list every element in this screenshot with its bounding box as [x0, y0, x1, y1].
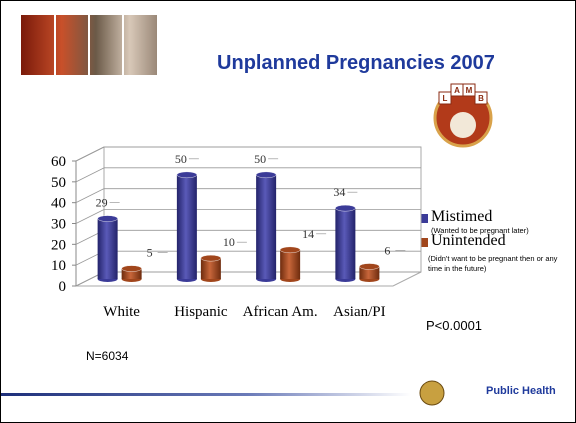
bar-cap [121, 265, 142, 272]
bar-cap [359, 263, 380, 270]
grid-line [75, 188, 105, 204]
bar-cap [335, 204, 356, 212]
data-label: 10 [223, 235, 235, 249]
bar-cap [176, 171, 198, 179]
y-tick-label: 0 [59, 279, 67, 295]
legend-entry: Unintended [431, 232, 506, 249]
grid-line [75, 209, 105, 224]
x-tick-label: Hispanic [174, 304, 228, 320]
x-tick-label: White [103, 304, 140, 320]
bar [256, 174, 277, 279]
y-tick-label: 60 [51, 154, 66, 170]
logo-letter: A [454, 86, 460, 95]
logo-block [474, 91, 488, 105]
y-tick-label: 30 [51, 217, 66, 233]
data-label: 34 [333, 185, 345, 199]
bar-group [359, 263, 380, 282]
x-tick-label: Asian/PI [333, 304, 386, 320]
bar-cap [97, 215, 118, 222]
logo-letter: B [478, 94, 484, 103]
slide-title: Unplanned Pregnancies 2007 [217, 52, 495, 74]
bar [121, 268, 142, 279]
bar-group [97, 215, 118, 282]
bar [176, 174, 197, 279]
logo-letter: L [443, 94, 448, 103]
legend-note: (Wanted to be pregnant later) [431, 226, 529, 235]
bar-cap [200, 254, 222, 262]
data-label: 5 [147, 246, 153, 260]
bar [200, 258, 221, 279]
y-tick-label: 40 [51, 196, 66, 212]
bar [359, 266, 380, 279]
county-seal [419, 380, 445, 406]
bar-cap [255, 171, 277, 179]
legend-swatch [419, 214, 428, 223]
footer-rule [1, 393, 411, 396]
public-health-logo: Public Health [486, 385, 556, 397]
logo-letter: M [466, 86, 473, 95]
x-tick-label: African Am. [242, 304, 318, 320]
data-label: 29 [96, 196, 108, 210]
logo-block [462, 83, 476, 97]
data-label: 6 [384, 244, 390, 258]
bar-group [255, 171, 277, 282]
grid-line [75, 146, 105, 162]
bar-group [279, 246, 301, 282]
bar [97, 218, 118, 279]
data-label: 50 [175, 152, 187, 166]
grid-line [75, 167, 105, 183]
legend-entry: Mistimed [431, 208, 493, 225]
y-tick-label: 20 [51, 237, 66, 253]
legend-swatch [419, 238, 428, 247]
logo-block [438, 91, 452, 105]
data-label: 50 [254, 152, 266, 166]
bar-group [176, 171, 198, 282]
bar-group [335, 204, 356, 282]
y-tick-label: 50 [51, 175, 66, 191]
legend-note: (Didn't want to be pregnant then or any … [428, 254, 558, 273]
bar-cap [279, 246, 301, 254]
bar-group [200, 254, 222, 282]
bar [335, 208, 356, 279]
bar [280, 249, 301, 279]
data-label: 14 [302, 227, 314, 241]
bar-group [121, 265, 142, 282]
p-value: P<0.0001 [426, 318, 483, 333]
y-tick-label: 10 [51, 258, 66, 274]
sample-size: N=6034 [86, 349, 129, 363]
